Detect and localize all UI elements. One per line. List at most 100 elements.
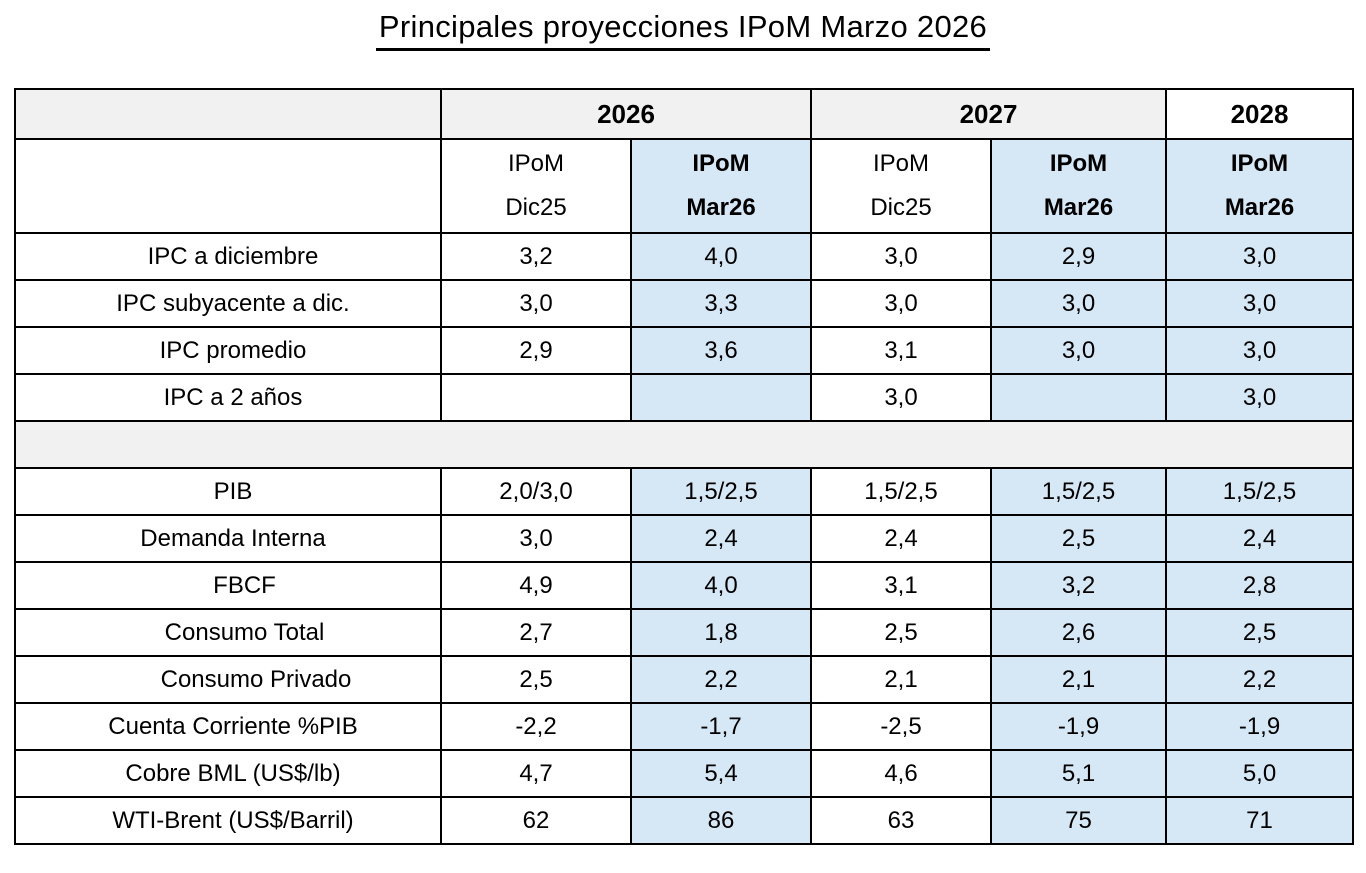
value-cell: 5,4 — [630, 749, 812, 798]
value-cell: 2,5 — [1165, 608, 1354, 657]
value-cell: 2,2 — [630, 655, 812, 704]
value-cell: 1,8 — [630, 608, 812, 657]
value-cell: 86 — [630, 796, 812, 845]
row-label-cell: Cuenta Corriente %PIB — [14, 702, 442, 751]
value-cell: 3,0 — [990, 326, 1167, 375]
year-header-row: 2026 2027 2028 — [14, 88, 1354, 140]
value-cell: -1,9 — [1165, 702, 1354, 751]
value-cell: 2,5 — [990, 514, 1167, 563]
value-cell: 3,3 — [630, 279, 812, 328]
table-row: Consumo Privado 2,5 2,2 2,1 2,1 2,2 — [14, 655, 1354, 704]
value-cell: 4,6 — [810, 749, 992, 798]
value-cell: 3,0 — [1165, 326, 1354, 375]
year-header-2028: 2028 — [1165, 88, 1354, 140]
value-cell: 2,1 — [810, 655, 992, 704]
value-cell: 2,0/3,0 — [440, 467, 632, 516]
projections-table: 2026 2027 2028 IPoM Dic25 IPoM Mar26 IPoM Dic25 I… — [14, 88, 1354, 845]
value-cell: 2,6 — [990, 608, 1167, 657]
column-header-5: IPoM Mar26 — [1165, 138, 1354, 234]
column-header-line1: IPoM — [692, 150, 750, 177]
table-row: Cobre BML (US$/lb) 4,7 5,4 4,6 5,1 5,0 — [14, 749, 1354, 798]
table-row: IPC a diciembre 3,2 4,0 3,0 2,9 3,0 — [14, 232, 1354, 281]
value-cell: 2,4 — [630, 514, 812, 563]
row-label-cell: FBCF — [14, 561, 442, 610]
table-row: IPC promedio 2,9 3,6 3,1 3,0 3,0 — [14, 326, 1354, 375]
value-cell: 4,0 — [630, 232, 812, 281]
subheader-row: IPoM Dic25 IPoM Mar26 IPoM Dic25 IPoM Mar26 IPoM… — [14, 138, 1354, 234]
value-cell: 63 — [810, 796, 992, 845]
column-header-1: IPoM Dic25 — [440, 138, 632, 234]
table-row: FBCF 4,9 4,0 3,1 3,2 2,8 — [14, 561, 1354, 610]
value-cell: 3,2 — [440, 232, 632, 281]
row-label-cell: Cobre BML (US$/lb) — [14, 749, 442, 798]
value-cell: 5,1 — [990, 749, 1167, 798]
year-header-2026: 2026 — [440, 88, 812, 140]
column-header-3: IPoM Dic25 — [810, 138, 992, 234]
row-label-cell: IPC a 2 años — [14, 373, 442, 422]
row-label-cell: Demanda Interna — [14, 514, 442, 563]
value-cell: 75 — [990, 796, 1167, 845]
row-label-cell: PIB — [14, 467, 442, 516]
value-cell: 2,1 — [990, 655, 1167, 704]
table-row: PIB 2,0/3,0 1,5/2,5 1,5/2,5 1,5/2,5 1,5/2,5 — [14, 467, 1354, 516]
column-header-line1: IPoM — [1049, 150, 1108, 177]
value-cell: -1,9 — [990, 702, 1167, 751]
value-cell: 2,7 — [440, 608, 632, 657]
column-header-line2: Mar26 — [1043, 194, 1114, 221]
value-cell: 3,0 — [1165, 232, 1354, 281]
value-cell: 1,5/2,5 — [630, 467, 812, 516]
separator-row — [14, 420, 1354, 469]
column-header-line2: Mar26 — [1224, 194, 1295, 221]
table-row: IPC subyacente a dic. 3,0 3,3 3,0 3,0 3,0 — [14, 279, 1354, 328]
table-row: WTI-Brent (US$/Barril) 62 86 63 75 71 — [14, 796, 1354, 845]
value-cell: 3,1 — [810, 326, 992, 375]
column-header-line1: IPoM — [507, 150, 564, 177]
blank-header-cell — [14, 138, 442, 234]
value-cell — [630, 373, 812, 422]
value-cell: 1,5/2,5 — [810, 467, 992, 516]
value-cell: 71 — [1165, 796, 1354, 845]
value-cell: 3,0 — [1165, 373, 1354, 422]
value-cell: 3,0 — [440, 514, 632, 563]
value-cell: 3,6 — [630, 326, 812, 375]
value-cell: -2,2 — [440, 702, 632, 751]
value-cell: 3,0 — [810, 373, 992, 422]
separator-cell — [14, 420, 1354, 469]
value-cell: 2,4 — [810, 514, 992, 563]
value-cell: 2,2 — [1165, 655, 1354, 704]
value-cell: 1,5/2,5 — [1165, 467, 1354, 516]
column-header-2: IPoM Mar26 — [630, 138, 812, 234]
column-header-line2: Dic25 — [505, 194, 567, 221]
row-label-cell: IPC subyacente a dic. — [14, 279, 442, 328]
value-cell: 3,0 — [810, 232, 992, 281]
corner-cell — [14, 88, 442, 140]
value-cell: 3,0 — [990, 279, 1167, 328]
value-cell: 5,0 — [1165, 749, 1354, 798]
row-label-cell: Consumo Total — [14, 608, 442, 657]
value-cell: 4,0 — [630, 561, 812, 610]
value-cell: 2,8 — [1165, 561, 1354, 610]
column-header-line1: IPoM — [1230, 150, 1289, 177]
page-title: Principales proyecciones IPoM Marzo 2026 — [375, 9, 991, 51]
value-cell: 2,5 — [810, 608, 992, 657]
value-cell: 3,0 — [1165, 279, 1354, 328]
value-cell: 3,2 — [990, 561, 1167, 610]
value-cell — [990, 373, 1167, 422]
column-header-line2: Dic25 — [870, 194, 932, 221]
column-header-line2: Mar26 — [686, 194, 756, 221]
value-cell: 3,0 — [810, 279, 992, 328]
value-cell: -2,5 — [810, 702, 992, 751]
row-label-cell: IPC promedio — [14, 326, 442, 375]
table-row: IPC a 2 años 3,0 3,0 — [14, 373, 1354, 422]
table-row: Cuenta Corriente %PIB -2,2 -1,7 -2,5 -1,9 -1,… — [14, 702, 1354, 751]
row-label-cell: Consumo Privado — [14, 655, 442, 704]
row-label-cell: IPC a diciembre — [14, 232, 442, 281]
value-cell: 4,9 — [440, 561, 632, 610]
column-header-4: IPoM Mar26 — [990, 138, 1167, 234]
value-cell: 3,0 — [440, 279, 632, 328]
value-cell: -1,7 — [630, 702, 812, 751]
value-cell: 2,5 — [440, 655, 632, 704]
value-cell — [440, 373, 632, 422]
table-row: Consumo Total 2,7 1,8 2,5 2,6 2,5 — [14, 608, 1354, 657]
table-row: Demanda Interna 3,0 2,4 2,4 2,5 2,4 — [14, 514, 1354, 563]
